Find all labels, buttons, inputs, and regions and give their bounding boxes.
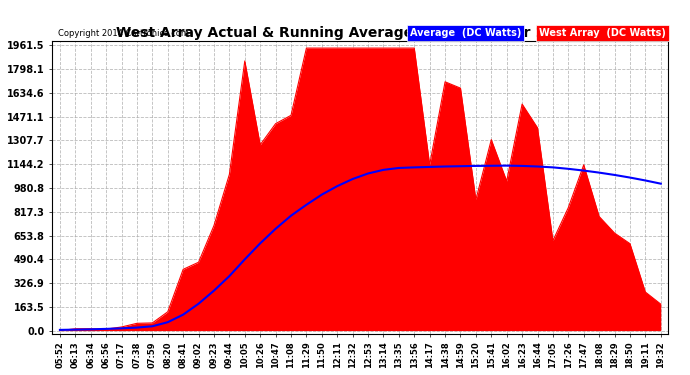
Text: Copyright 2014 Cartronics.com: Copyright 2014 Cartronics.com (59, 29, 189, 38)
Text: West Array  (DC Watts): West Array (DC Watts) (539, 28, 666, 38)
Text: Average  (DC Watts): Average (DC Watts) (410, 28, 521, 38)
Title: West Array Actual & Running Average Power Sat Apr 26 19:45: West Array Actual & Running Average Powe… (117, 26, 604, 40)
